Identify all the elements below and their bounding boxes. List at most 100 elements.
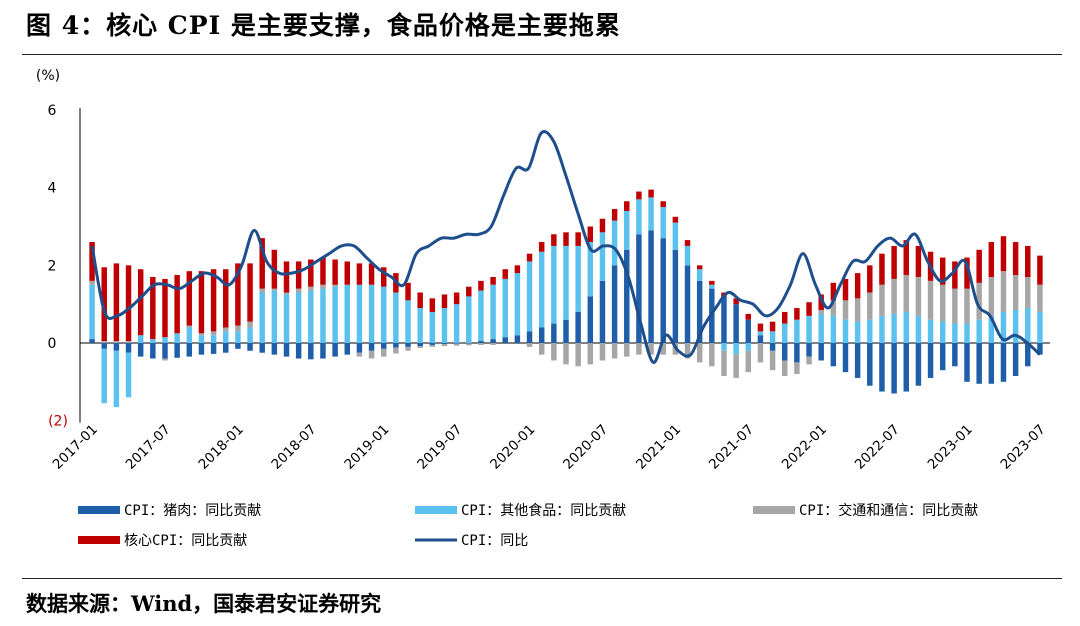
- bar-other-food: [636, 199, 642, 235]
- bar-core: [891, 245, 897, 279]
- bar-other-food: [162, 337, 168, 343]
- bar-other-food: [611, 220, 618, 266]
- bar-pork: [551, 323, 557, 343]
- bar-core: [186, 271, 193, 326]
- bar-pork: [247, 343, 253, 351]
- bar-pork: [356, 343, 363, 353]
- bar-other-food: [575, 245, 581, 312]
- bar-transport: [879, 284, 885, 316]
- bar-other-food: [684, 245, 691, 266]
- bar-transport: [356, 352, 363, 357]
- bar-core: [1012, 242, 1019, 276]
- bar-core: [709, 280, 715, 285]
- bar-pork: [502, 337, 508, 343]
- x-tick-label: 2021-07: [706, 422, 757, 473]
- x-tick-label: 2023-07: [998, 422, 1049, 473]
- bar-transport: [125, 341, 132, 343]
- bar-other-food: [988, 315, 995, 343]
- bar-other-food: [223, 331, 229, 343]
- bar-transport: [466, 343, 472, 346]
- bar-pork: [393, 343, 399, 348]
- bar-pork: [757, 335, 764, 343]
- bar-core: [478, 280, 484, 291]
- bar-pork: [174, 343, 180, 358]
- bar-core: [879, 253, 885, 285]
- bar-core: [757, 323, 764, 332]
- bar-other-food: [502, 278, 508, 338]
- bottom-rule: [22, 578, 1062, 579]
- bar-transport: [186, 325, 193, 328]
- bar-pork: [964, 343, 970, 382]
- bar-other-food: [1037, 311, 1043, 343]
- bar-core: [903, 240, 909, 276]
- bar-transport: [721, 350, 727, 377]
- legend-swatch: [78, 506, 120, 514]
- bar-core: [563, 232, 569, 246]
- bar-pork: [101, 343, 107, 349]
- bar-pork: [927, 343, 934, 378]
- bar-core: [295, 261, 302, 289]
- bar-transport: [308, 286, 314, 291]
- bar-pork: [939, 343, 946, 371]
- bar-other-food: [368, 284, 375, 343]
- bar-core: [514, 265, 521, 274]
- bar-core: [538, 242, 545, 252]
- bar-other-food: [599, 232, 606, 281]
- bar-core: [624, 201, 630, 211]
- bar-core: [89, 242, 95, 281]
- bar-transport: [854, 298, 861, 322]
- bar-transport: [320, 284, 326, 289]
- bar-core: [587, 226, 594, 243]
- bar-other-food: [551, 245, 557, 324]
- bar-core: [368, 263, 375, 285]
- legend-swatch: [78, 536, 120, 544]
- bar-core: [441, 294, 448, 309]
- bar-pork: [818, 343, 824, 361]
- bar-other-food: [186, 327, 193, 343]
- bar-core: [842, 278, 849, 301]
- bar-transport: [818, 309, 824, 314]
- bar-pork: [259, 343, 265, 353]
- bar-core: [502, 269, 508, 279]
- bar-other-food: [818, 313, 824, 343]
- bar-transport: [599, 343, 606, 361]
- bar-other-food: [538, 251, 545, 328]
- legend-label: 核心CPI：同比贡献: [124, 533, 247, 549]
- bar-other-food: [782, 323, 788, 343]
- bar-core: [113, 263, 120, 342]
- bar-transport: [113, 341, 120, 343]
- bar-pork: [648, 230, 654, 343]
- x-tick-label: 2022-01: [779, 422, 830, 473]
- bar-transport: [976, 282, 982, 320]
- bar-other-food: [648, 197, 654, 231]
- bar-core: [405, 282, 411, 301]
- bar-other-food: [624, 210, 630, 250]
- bar-pork: [162, 343, 168, 359]
- bar-pork: [611, 265, 618, 343]
- bar-core: [636, 191, 642, 200]
- bar-transport: [648, 343, 654, 355]
- bar-transport: [283, 292, 290, 295]
- bar-other-food: [769, 331, 776, 343]
- bar-transport: [162, 358, 168, 361]
- bar-pork: [429, 343, 436, 345]
- y-unit-label: (%): [36, 68, 60, 84]
- legend-label: CPI：交通和通信：同比贡献: [799, 502, 978, 519]
- bar-pork: [684, 265, 691, 343]
- x-tick-label: 2021-01: [633, 422, 684, 473]
- bar-pork: [417, 343, 423, 347]
- bar-transport: [393, 347, 399, 354]
- bar-other-food: [380, 286, 387, 343]
- bar-core: [356, 263, 363, 285]
- bar-pork: [854, 343, 861, 378]
- bar-pork: [368, 343, 375, 351]
- bar-other-food: [939, 321, 946, 343]
- bar-transport: [806, 356, 812, 365]
- bar-other-food: [1000, 311, 1007, 343]
- legend-label: CPI：其他食品：同比贡献: [461, 502, 626, 519]
- bar-core: [806, 302, 812, 316]
- bar-pork: [332, 343, 338, 357]
- bar-transport: [563, 343, 569, 365]
- bar-other-food: [757, 331, 764, 336]
- bar-pork: [320, 343, 326, 359]
